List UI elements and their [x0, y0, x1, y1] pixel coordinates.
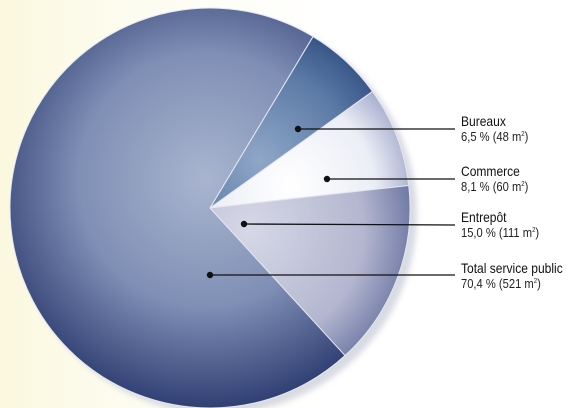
area-label-commerce: 60 m — [496, 179, 522, 194]
area-label-total-service-public: 521 m — [502, 276, 534, 291]
legend-value-entrepot: 15,0 % (111 m2) — [461, 225, 540, 240]
legend-value-commerce: 8,1 % (60 m2) — [461, 179, 529, 194]
leader-dot-entrepot — [240, 220, 248, 228]
leader-dot-total-service-public — [206, 271, 214, 279]
legend-label-entrepot: Entrepôt — [461, 209, 507, 225]
area-label-bureaux: 48 m — [496, 129, 522, 144]
percent-label-entrepot: 15,0 % — [461, 225, 496, 240]
legend-label-commerce: Commerce — [461, 163, 520, 179]
legend-value-total-service-public: 70,4 % (521 m2) — [461, 276, 541, 291]
legend-value-bureaux: 6,5 % (48 m2) — [461, 129, 529, 144]
legend-label-bureaux: Bureaux — [461, 113, 506, 129]
area-label-entrepot: 111 m — [502, 225, 533, 240]
percent-label-bureaux: 6,5 % — [461, 129, 490, 144]
leader-dot-commerce — [323, 175, 331, 183]
pie-slices — [9, 7, 411, 408]
leader-dot-bureaux — [294, 125, 302, 133]
percent-label-total-service-public: 70,4 % — [461, 276, 496, 291]
pie-slice-entrepot — [208, 184, 411, 357]
pie-slice-total-service-public — [9, 7, 346, 408]
percent-label-commerce: 8,1 % — [461, 179, 490, 194]
legend-label-total-service-public: Total service public — [461, 260, 563, 276]
pie-leader-lines — [206, 125, 456, 279]
leader-line-entrepot — [243, 223, 456, 226]
